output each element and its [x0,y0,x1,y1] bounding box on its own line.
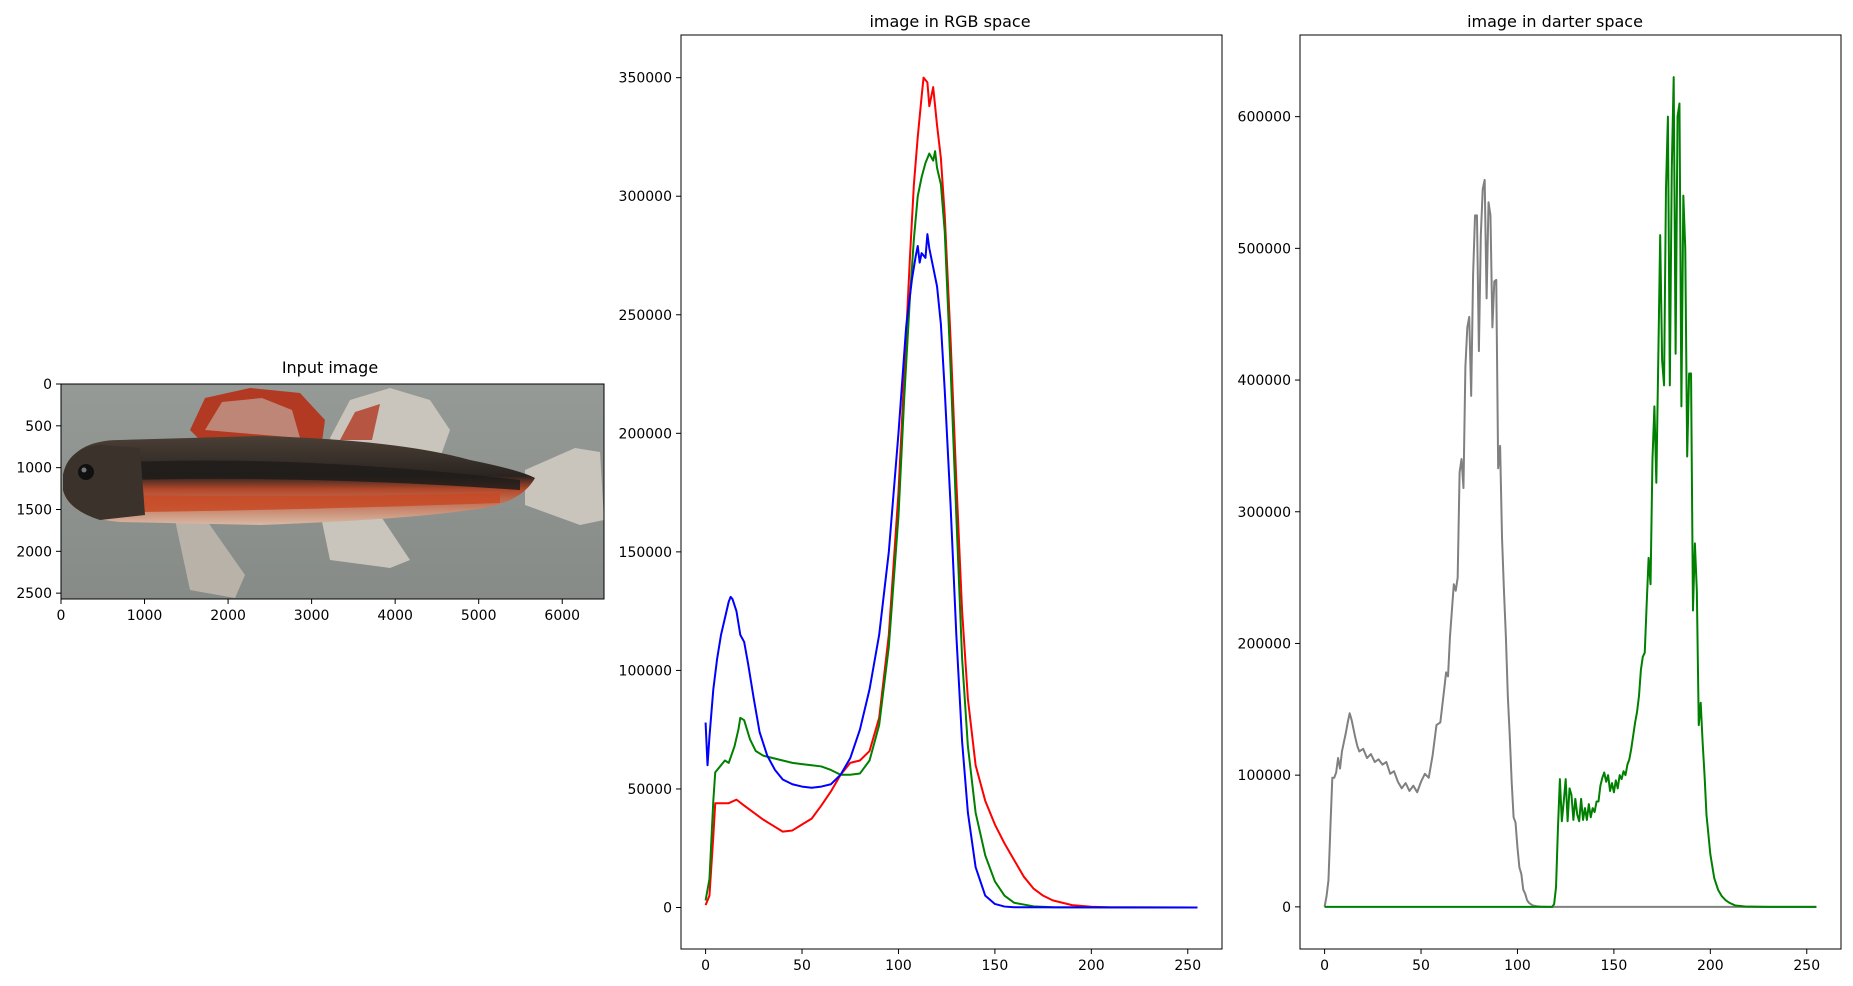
darter-ytick-label: 600000 [1238,110,1291,126]
input-image-ytick-label: 500 [25,419,52,435]
rgb-xtick-label: 200 [1078,958,1105,974]
rgb-series-line-0 [704,76,1198,909]
rgb-ytick-label: 100000 [619,663,672,679]
darter-histogram-axes: 0 50 100 150 200 250 0 100000 200000 300000 400000… [1238,110,1821,974]
input-image-ytick-label: 1000 [16,461,52,477]
input-image-axes: 0 1000 2000 3000 4000 5000 6000 0 500 1000 1500 200… [16,377,580,624]
input-image-xtick-label: 2000 [210,608,246,624]
darter-xtick-label: 250 [1793,958,1820,974]
rgb-histogram-panel: image in RGB space 0 50 100 150 200 250 0 50000… [619,12,1223,974]
darter-histogram-lines [1323,76,1817,908]
rgb-xtick-label: 100 [885,958,912,974]
darter-ytick-label: 200000 [1238,636,1291,652]
darter-xtick-label: 50 [1412,958,1430,974]
input-image-xtick-label: 6000 [544,608,580,624]
darter-series-line-1 [1324,76,1817,908]
rgb-histogram-lines [704,76,1198,909]
input-image-xtick-label: 3000 [294,608,330,624]
rgb-xtick-label: 150 [982,958,1009,974]
rgb-xtick-label: 0 [701,958,710,974]
rgb-histogram-axes: 0 50 100 150 200 250 0 50000 100000 150000 200000 2… [619,71,1202,974]
darter-ytick-label: 400000 [1238,373,1291,389]
darter-histogram-panel: image in darter space 0 50 100 150 200 250 0 10… [1238,12,1842,974]
rgb-series-line-1 [704,150,1198,909]
rgb-series-line-2 [704,233,1198,909]
darter-xtick-label: 0 [1320,958,1329,974]
input-image-ytick-label: 2500 [16,586,52,602]
input-image-xtick-label: 5000 [461,608,497,624]
input-image-ytick-label: 2000 [16,544,52,560]
rgb-ytick-label: 0 [663,901,672,917]
rgb-ytick-label: 350000 [619,71,672,87]
input-image-title: Input image [282,358,378,377]
input-image-panel: Input image [16,358,605,624]
rgb-xtick-label: 50 [793,958,811,974]
rgb-ytick-label: 50000 [627,782,672,798]
input-image-xtick-label: 4000 [377,608,413,624]
rgb-plot-frame [680,34,1223,950]
rgb-ytick-label: 300000 [619,189,672,205]
fish-image [60,383,605,600]
input-image-xtick-label: 1000 [127,608,163,624]
darter-series-line-0 [1323,178,1817,908]
darter-xtick-label: 200 [1697,958,1724,974]
input-image-ytick-label: 1500 [16,502,52,518]
darter-plot-frame [1299,34,1842,950]
darter-ytick-label: 500000 [1238,241,1291,257]
rgb-ytick-label: 200000 [619,426,672,442]
input-image-ytick-label: 0 [43,377,52,393]
rgb-histogram-title: image in RGB space [869,12,1030,31]
darter-ytick-label: 0 [1282,900,1291,916]
darter-histogram-title: image in darter space [1467,12,1643,31]
rgb-ytick-label: 250000 [619,308,672,324]
darter-ytick-label: 300000 [1238,505,1291,521]
input-image-xtick-label: 0 [57,608,66,624]
darter-xtick-label: 100 [1504,958,1531,974]
darter-ytick-label: 100000 [1238,768,1291,784]
rgb-ytick-label: 150000 [619,545,672,561]
rgb-xtick-label: 250 [1174,958,1201,974]
darter-xtick-label: 150 [1601,958,1628,974]
